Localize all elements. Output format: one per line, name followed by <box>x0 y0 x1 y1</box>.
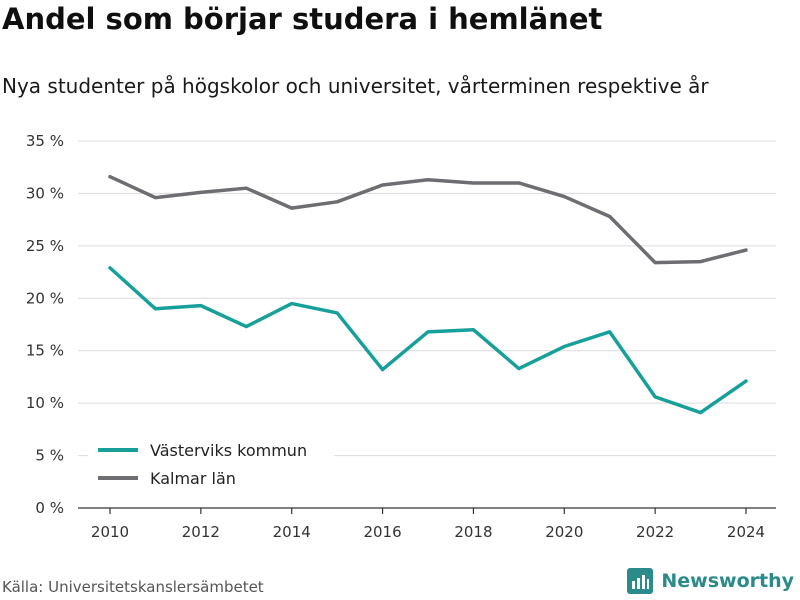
data-point <box>699 411 703 415</box>
y-tick-label: 0 % <box>35 499 64 517</box>
data-point <box>653 395 657 399</box>
data-point <box>471 328 475 332</box>
legend: Västerviks kommun Kalmar län <box>88 435 334 493</box>
brand-logo: Newsworthy <box>627 568 794 594</box>
newsworthy-logo-icon <box>627 568 654 594</box>
data-point <box>744 379 748 383</box>
data-point <box>699 260 703 264</box>
y-tick-label: 35 % <box>26 132 64 150</box>
chart-title: Andel som börjar studera i hemlänet <box>2 2 603 36</box>
data-point <box>335 311 339 315</box>
series-line <box>108 174 748 265</box>
data-point <box>608 214 612 218</box>
data-point <box>153 307 157 311</box>
data-point <box>335 200 339 204</box>
data-point <box>108 266 112 270</box>
data-point <box>108 175 112 179</box>
data-point <box>290 302 294 306</box>
chart-subtitle: Nya studenter på högskolor och universit… <box>2 74 709 98</box>
data-point <box>744 248 748 252</box>
data-point <box>562 195 566 199</box>
x-tick-label: 2016 <box>363 523 401 541</box>
data-point <box>608 330 612 334</box>
legend-label: Västerviks kommun <box>150 441 307 460</box>
data-point <box>653 261 657 265</box>
data-point <box>381 183 385 187</box>
data-point <box>426 330 430 334</box>
legend-label: Kalmar län <box>150 469 236 488</box>
x-tick-label: 2020 <box>545 523 583 541</box>
y-tick-label: 15 % <box>26 342 64 360</box>
data-point <box>153 196 157 200</box>
x-tick-label: 2024 <box>727 523 765 541</box>
x-tick-label: 2022 <box>636 523 674 541</box>
data-point <box>199 304 203 308</box>
y-axis: 0 % 5 % 10 % 15 % 20 % 25 % 30 % 35 % <box>26 132 64 517</box>
brand-name: Newsworthy <box>661 570 794 592</box>
y-tick-label: 30 % <box>26 184 64 202</box>
y-tick-label: 20 % <box>26 289 64 307</box>
data-point <box>517 181 521 185</box>
y-tick-label: 5 % <box>35 447 64 465</box>
data-point <box>426 178 430 182</box>
data-point <box>471 181 475 185</box>
x-tick-label: 2012 <box>182 523 220 541</box>
data-point <box>290 206 294 210</box>
data-point <box>381 368 385 372</box>
data-point <box>562 345 566 349</box>
grid-lines <box>78 140 776 457</box>
x-tick-label: 2018 <box>454 523 492 541</box>
series-lines <box>108 174 748 415</box>
y-tick-label: 25 % <box>26 237 64 255</box>
legend-background <box>88 435 334 493</box>
source-note: Källa: Universitetskanslersämbetet <box>2 578 264 596</box>
y-tick-label: 10 % <box>26 394 64 412</box>
data-point <box>517 367 521 371</box>
data-point <box>244 186 248 190</box>
series-line <box>108 266 748 415</box>
data-point <box>199 190 203 194</box>
x-tick-label: 2014 <box>273 523 311 541</box>
data-point <box>244 325 248 329</box>
x-tick-label: 2010 <box>91 523 129 541</box>
x-axis: 2010 2012 2014 2016 2018 2020 2022 2024 <box>78 507 776 541</box>
